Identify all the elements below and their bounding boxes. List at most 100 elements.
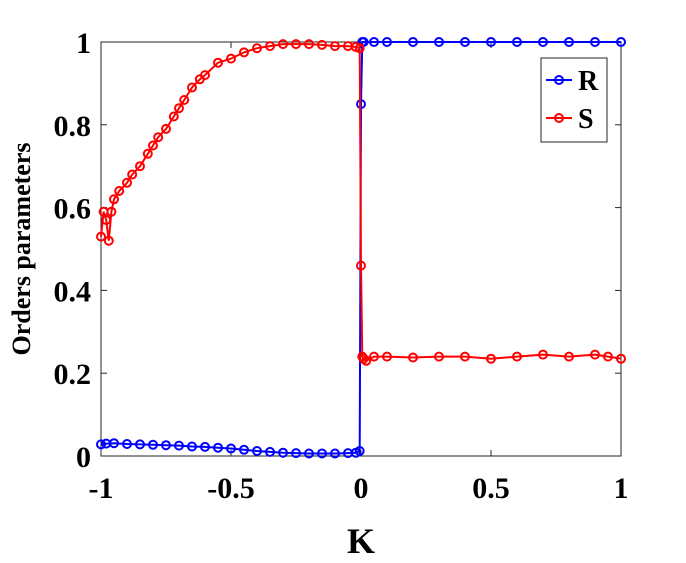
data-point-s — [226, 53, 236, 64]
data-point-r — [109, 438, 119, 449]
data-point-s — [161, 123, 171, 134]
data-point-s — [512, 351, 522, 362]
data-point-r — [616, 37, 626, 47]
legend: R S — [540, 57, 608, 143]
data-point-s — [291, 39, 301, 50]
data-point-s — [101, 215, 112, 225]
data-point-r — [512, 37, 522, 47]
data-point-r — [122, 439, 132, 449]
data-point-s — [135, 161, 145, 172]
data-point-s — [106, 206, 117, 217]
data-point-s — [174, 103, 184, 114]
data-point-s — [127, 169, 138, 180]
data-point-s — [148, 140, 158, 151]
data-point-s — [142, 148, 153, 159]
data-point-s — [434, 351, 444, 362]
legend-label-s: S — [578, 104, 594, 135]
data-point-r — [382, 37, 392, 47]
data-point-s — [354, 43, 365, 54]
data-point-s — [213, 57, 223, 68]
y-axis-label: Orders parameters — [7, 143, 36, 356]
data-point-s — [304, 39, 314, 50]
x-tick-label: 1 — [614, 472, 629, 505]
data-point-s — [590, 349, 600, 360]
data-point-r — [330, 448, 340, 459]
data-point-s — [122, 177, 132, 188]
data-point-r — [213, 442, 223, 453]
data-point-r — [239, 444, 249, 455]
data-point-r — [148, 439, 158, 450]
y-tick-label: 0 — [76, 441, 91, 474]
data-point-s — [109, 194, 119, 205]
data-point-r — [174, 440, 184, 451]
data-point-r — [590, 37, 600, 47]
data-point-s — [486, 353, 496, 364]
data-point-s — [103, 235, 114, 246]
data-point-r — [369, 37, 379, 47]
x-tick-label: 0 — [354, 472, 369, 505]
data-point-r — [408, 37, 418, 47]
data-point-r — [564, 37, 574, 47]
data-point-r — [291, 448, 301, 459]
data-point-s — [382, 351, 392, 362]
y-tick-label: 0.6 — [54, 193, 92, 226]
data-point-s — [460, 351, 470, 362]
data-point-s — [239, 47, 249, 58]
data-point-s — [317, 39, 327, 50]
data-point-s — [408, 352, 418, 363]
series-layer — [96, 37, 626, 459]
legend-marker-s — [554, 113, 564, 123]
series-line-s — [100, 43, 622, 362]
data-point-s — [187, 82, 197, 93]
x-tick-label: -1 — [89, 472, 114, 505]
legend-label-r: R — [578, 66, 599, 97]
x-tick-label: 0.5 — [472, 472, 510, 505]
data-point-s — [96, 231, 106, 242]
data-point-r — [135, 439, 145, 450]
data-point-s — [179, 95, 190, 105]
data-point-s — [278, 39, 288, 50]
data-point-r — [252, 446, 262, 456]
series-line-r — [100, 41, 621, 455]
data-point-r — [226, 443, 236, 454]
legend-marker-r — [554, 75, 564, 85]
data-point-s — [361, 355, 372, 366]
data-point-s — [369, 351, 379, 362]
data-point-s — [252, 43, 262, 54]
data-point-r — [96, 439, 106, 450]
data-point-s — [153, 132, 164, 143]
data-point-r — [187, 441, 197, 452]
data-point-r — [486, 37, 496, 47]
data-point-s — [265, 41, 275, 52]
data-point-r — [538, 37, 548, 47]
data-point-r — [304, 448, 314, 459]
data-point-r — [460, 37, 470, 47]
data-point-r — [354, 446, 365, 456]
data-point-s — [564, 351, 574, 362]
data-point-r — [317, 448, 327, 459]
data-point-r — [434, 37, 444, 47]
y-tick-label: 1 — [76, 27, 91, 60]
data-point-r — [265, 446, 275, 457]
series-s — [96, 39, 626, 366]
data-point-s — [356, 260, 366, 271]
data-point-s — [200, 70, 210, 81]
data-point-s — [616, 353, 626, 364]
y-tick-label: 0.8 — [54, 110, 92, 143]
y-tick-label: 0.2 — [54, 358, 92, 391]
data-point-s — [603, 351, 613, 362]
legend-box — [540, 57, 608, 143]
x-tick-label: -0.5 — [207, 472, 255, 505]
data-point-s — [114, 186, 125, 196]
data-point-s — [168, 111, 179, 122]
series-r — [96, 37, 626, 459]
data-point-r — [278, 447, 288, 458]
x-axis-label: K — [347, 521, 375, 561]
data-point-r — [200, 441, 210, 452]
data-point-r — [161, 440, 171, 451]
data-point-s — [538, 349, 548, 360]
y-tick-label: 0.4 — [54, 275, 92, 308]
tick-labels: -1 -0.5 0 0.5 1 0 0.2 0.4 0.6 0.8 1 — [54, 27, 629, 505]
data-point-s — [330, 41, 340, 52]
